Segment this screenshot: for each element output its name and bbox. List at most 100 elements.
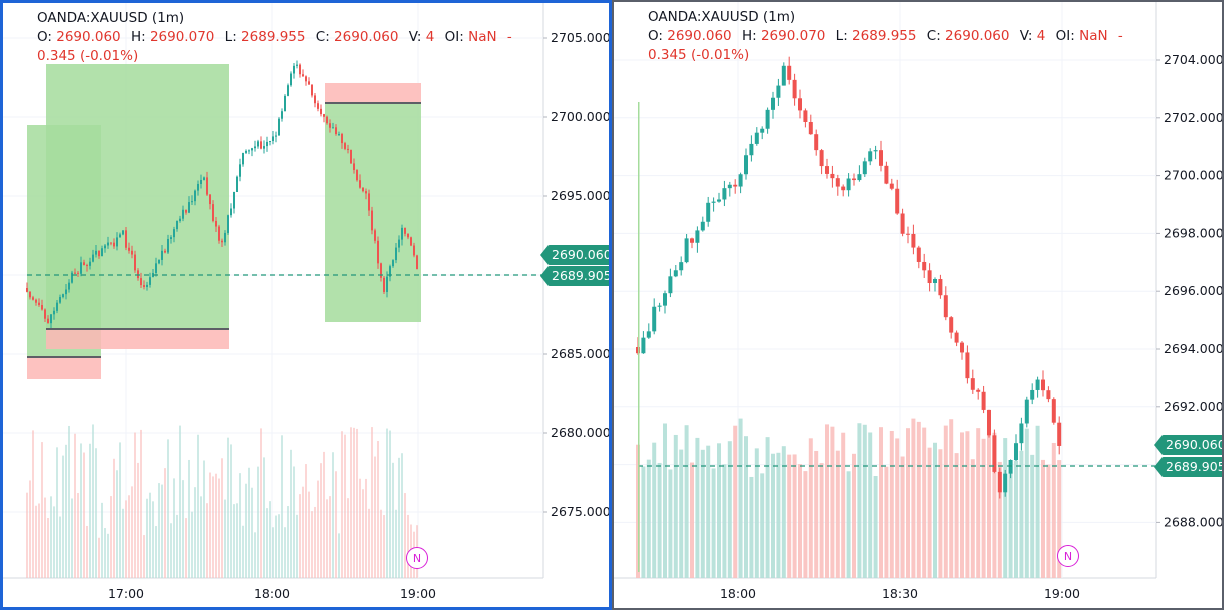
candle-body	[224, 232, 226, 243]
candle-body	[398, 239, 400, 248]
volume-bar	[296, 514, 298, 578]
volume-bar	[803, 471, 808, 578]
candle-body	[347, 148, 349, 150]
volume-bar	[269, 501, 271, 578]
volume-value: 4	[425, 29, 435, 45]
volume-bar	[101, 502, 103, 578]
volume-bar	[32, 430, 34, 578]
volume-bar	[1030, 454, 1035, 578]
volume-bar	[215, 473, 217, 578]
last-price-tag: 2690.060	[1154, 435, 1222, 455]
time-axis-label: 18:00	[254, 586, 290, 601]
candle-body	[949, 317, 954, 333]
candle-body	[233, 192, 235, 209]
candle-body	[825, 166, 829, 174]
volume-bar	[668, 469, 673, 578]
candle-body	[938, 278, 943, 296]
profit-zone	[46, 64, 229, 329]
volume-bar	[50, 496, 52, 578]
candle-body	[287, 85, 289, 96]
candle-body	[293, 65, 295, 74]
candle-body	[416, 255, 418, 270]
candle-body	[663, 293, 667, 306]
time-axis[interactable]: 17:00 18:00 19:00	[108, 586, 436, 601]
volume-bar	[44, 497, 46, 578]
oi-label: OI:	[1055, 28, 1075, 44]
volume-bar	[263, 457, 265, 578]
price-axis[interactable]: 2705.0002700.0002695.0002690.0002685.000…	[543, 30, 609, 519]
candle-body	[371, 210, 373, 231]
current-price-tag: 2689.905	[540, 266, 609, 286]
candle-body	[122, 230, 124, 235]
candle-body	[176, 221, 178, 230]
open-value: 2690.060	[56, 29, 121, 45]
volume-bar	[970, 459, 975, 578]
volume-bar	[326, 499, 328, 578]
volume-bar	[407, 514, 409, 578]
candle-body	[71, 272, 73, 283]
candle-body	[356, 169, 358, 181]
volume-bar	[353, 427, 355, 578]
symbol-title[interactable]: OANDA:XAUUSD (1m)	[648, 9, 796, 25]
volume-bar	[92, 424, 94, 578]
loss-zone	[325, 83, 421, 103]
candle-body	[62, 294, 64, 298]
volume-bar	[362, 489, 364, 578]
price-axis-label: 2705.000	[551, 30, 609, 45]
candle-body	[401, 227, 403, 240]
indicator-badge[interactable]: N	[406, 547, 428, 569]
volume-bar	[80, 443, 82, 578]
candle-body	[80, 262, 82, 274]
candle-body	[314, 95, 316, 104]
volume-bar	[862, 424, 867, 578]
volume-bar	[1035, 425, 1040, 578]
candlestick-chart-left[interactable]: 2705.0002700.0002695.0002690.0002685.000…	[3, 3, 609, 607]
candle-body	[317, 103, 319, 109]
volume-bar	[383, 515, 385, 578]
candle-body	[733, 184, 738, 187]
chart-panel-left[interactable]: 2705.0002700.0002695.0002690.0002685.000…	[0, 0, 612, 610]
candle-body	[717, 199, 721, 202]
volume-bar	[906, 428, 910, 578]
volume-bar	[128, 495, 130, 578]
candle-body	[35, 299, 37, 303]
candle-body	[922, 261, 927, 271]
volume-bar	[392, 462, 394, 578]
time-axis[interactable]: 18:00 18:30 19:00	[720, 586, 1080, 601]
candle-body	[695, 230, 700, 243]
volume-bar	[98, 537, 100, 578]
volume-bar	[266, 508, 268, 578]
candle-body	[185, 209, 187, 213]
candle-body	[161, 250, 163, 260]
volume-bar	[212, 476, 214, 578]
price-axis-label: 2694.000	[1164, 341, 1222, 356]
volume-bar	[841, 432, 846, 578]
candlestick-chart-right[interactable]: 2704.000 2702.000 2700.000 2698.000 2696.000…	[614, 2, 1222, 608]
candle-body	[275, 135, 277, 137]
volume-bar	[933, 442, 937, 578]
candle-body	[413, 245, 415, 256]
volume-bar	[717, 443, 721, 578]
candles	[26, 60, 418, 330]
candle-body	[206, 177, 208, 195]
high-value: 2690.070	[760, 28, 826, 44]
candle-body	[77, 272, 79, 274]
candle-body	[1008, 459, 1013, 474]
volume-bar	[738, 418, 743, 578]
candle-body	[299, 64, 301, 75]
volume-bar	[395, 509, 397, 578]
symbol-title[interactable]: OANDA:XAUUSD (1m)	[37, 10, 185, 26]
volume-bar	[657, 462, 662, 578]
candle-body	[125, 230, 127, 248]
candle-body	[965, 352, 970, 379]
candle-body	[329, 123, 331, 128]
overlay-lines	[27, 102, 543, 358]
indicator-badge[interactable]: N	[1057, 545, 1079, 567]
low-label: L:	[835, 28, 848, 44]
chart-panel-right[interactable]: 2704.000 2702.000 2700.000 2698.000 2696.000…	[612, 0, 1224, 610]
candle-body	[781, 65, 786, 86]
volume-bar	[152, 501, 154, 578]
volume-bar	[317, 480, 319, 578]
price-axis-label: 2704.000	[1164, 52, 1222, 67]
volume-bar	[1041, 459, 1045, 578]
